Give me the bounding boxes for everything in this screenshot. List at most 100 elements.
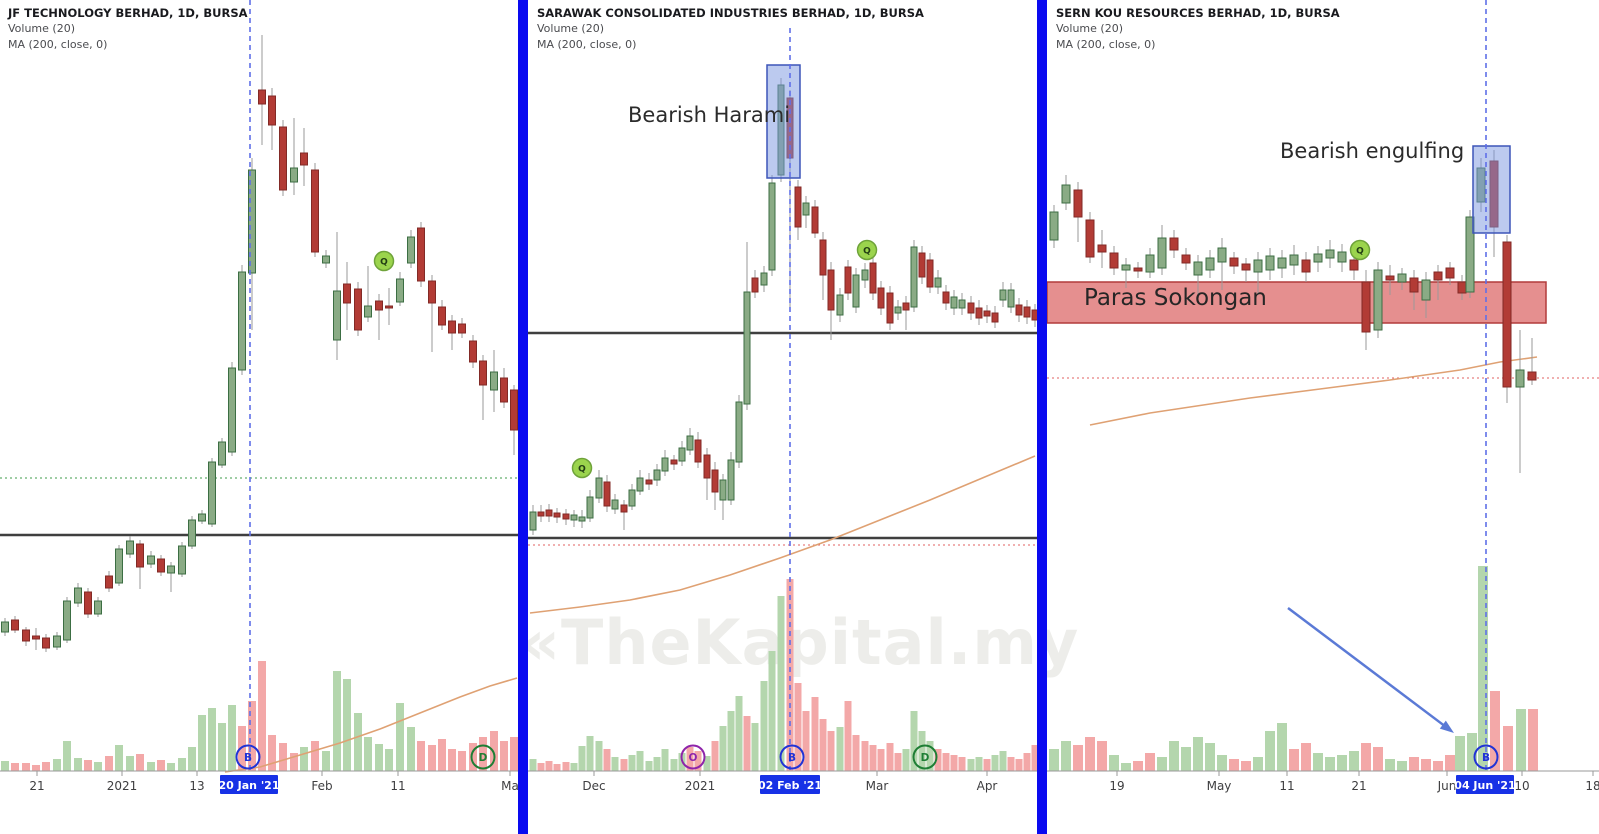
volume-bar xyxy=(628,755,636,771)
candle-body xyxy=(375,300,383,311)
candle-body xyxy=(469,340,477,363)
indicator-volume-label: Volume (20) xyxy=(8,22,75,35)
volume-bar xyxy=(1421,759,1431,771)
volume-bar xyxy=(1467,733,1477,771)
q-event-marker[interactable] xyxy=(856,239,878,261)
candle-body xyxy=(1169,237,1179,251)
volume-bar xyxy=(1478,566,1488,771)
volume-bar xyxy=(1277,723,1287,771)
q-event-marker[interactable] xyxy=(571,457,593,479)
candle-body xyxy=(208,461,216,525)
candle-body xyxy=(157,558,165,573)
volume-bar xyxy=(1313,753,1323,771)
candle-body xyxy=(218,441,226,466)
volume-bar xyxy=(105,756,113,771)
volume-bar xyxy=(1325,757,1335,771)
volume-bar xyxy=(385,749,393,771)
volume-bar xyxy=(719,726,727,771)
trade-marker-b[interactable] xyxy=(779,744,805,770)
candle-body xyxy=(1145,254,1155,273)
indicator-ma-label: MA (200, close, 0) xyxy=(1056,38,1156,51)
candle-body xyxy=(910,246,918,308)
trade-marker-letter: B xyxy=(1482,752,1490,764)
volume-bar xyxy=(1385,759,1395,771)
candle-body xyxy=(268,95,276,126)
axis-label: 2021 xyxy=(685,779,716,793)
candle-body xyxy=(553,512,561,518)
volume-bar xyxy=(42,762,50,771)
candle-body xyxy=(1397,273,1407,283)
candle-body xyxy=(136,543,144,568)
volume-bar xyxy=(438,739,446,771)
candle-body xyxy=(1313,253,1323,263)
candle-body xyxy=(1361,281,1371,333)
volume-bar xyxy=(228,705,236,771)
candle-body xyxy=(1061,184,1071,204)
candles xyxy=(1,35,518,652)
trade-marker-o[interactable] xyxy=(680,744,706,770)
candle-body xyxy=(570,514,578,521)
candle-body xyxy=(1073,189,1083,218)
volume-bar xyxy=(469,743,477,771)
volume-bar xyxy=(768,651,776,771)
candle-body xyxy=(105,575,113,589)
volume-bar xyxy=(115,745,123,771)
support-zone-label: Paras Sokongan xyxy=(1084,285,1267,311)
q-event-marker[interactable] xyxy=(373,250,395,272)
candle-body xyxy=(167,565,175,574)
ma-200-line xyxy=(529,455,1036,614)
candle-body xyxy=(94,600,102,615)
trade-marker-d[interactable] xyxy=(912,744,938,770)
trade-marker-letter: B xyxy=(244,752,252,764)
candle-body xyxy=(1085,219,1095,258)
volume-bar xyxy=(178,758,186,771)
trade-marker-letter: B xyxy=(788,752,796,764)
candle-body xyxy=(126,540,134,555)
candle-body xyxy=(22,629,30,642)
axis-label: 13 xyxy=(189,779,204,793)
volume-bar xyxy=(1241,761,1251,771)
candle-body xyxy=(1121,264,1131,271)
volume-bar xyxy=(343,679,351,771)
volume-bar xyxy=(1023,753,1031,771)
q-event-marker[interactable] xyxy=(1349,239,1371,261)
volume-bar xyxy=(603,749,611,771)
axis-label: May xyxy=(1207,779,1232,793)
candle-body xyxy=(178,545,186,575)
trade-marker-d[interactable] xyxy=(470,744,496,770)
candle-body xyxy=(760,272,768,286)
trade-marker-b[interactable] xyxy=(235,744,261,770)
volume-bar xyxy=(333,671,341,771)
volume-bar xyxy=(354,713,362,771)
panel-header-jf: JF TECHNOLOGY BERHAD, 1D, BURSA Volume (… xyxy=(8,5,248,53)
candle-body xyxy=(877,287,885,309)
candle-body xyxy=(458,323,466,334)
axis-label: 19 xyxy=(1109,779,1124,793)
volume-bar xyxy=(735,696,743,771)
candle-body xyxy=(279,126,287,191)
candle-body xyxy=(1373,269,1383,331)
volume-bar xyxy=(1169,741,1179,771)
volume-bar xyxy=(926,741,934,771)
trade-marker-b[interactable] xyxy=(1473,744,1499,770)
volume-bar xyxy=(661,749,669,771)
volume-bar xyxy=(827,731,835,771)
volume-bar xyxy=(636,751,644,771)
candle-body xyxy=(1277,257,1287,269)
candle-body xyxy=(510,389,518,431)
candle-body xyxy=(188,519,196,547)
indicator-volume-label: Volume (20) xyxy=(537,22,604,35)
candle-body xyxy=(322,255,330,264)
candle-body xyxy=(53,635,61,648)
volume-bar xyxy=(910,711,918,771)
date-chip-label: 04 Jun '21 xyxy=(1454,779,1515,792)
volume-bar xyxy=(562,762,570,771)
volume-bar xyxy=(147,762,155,771)
candle-body xyxy=(653,469,661,481)
volume-bar xyxy=(1031,745,1039,771)
candle-body xyxy=(844,266,852,294)
volume-bar xyxy=(967,759,975,771)
candle-body xyxy=(711,469,719,493)
